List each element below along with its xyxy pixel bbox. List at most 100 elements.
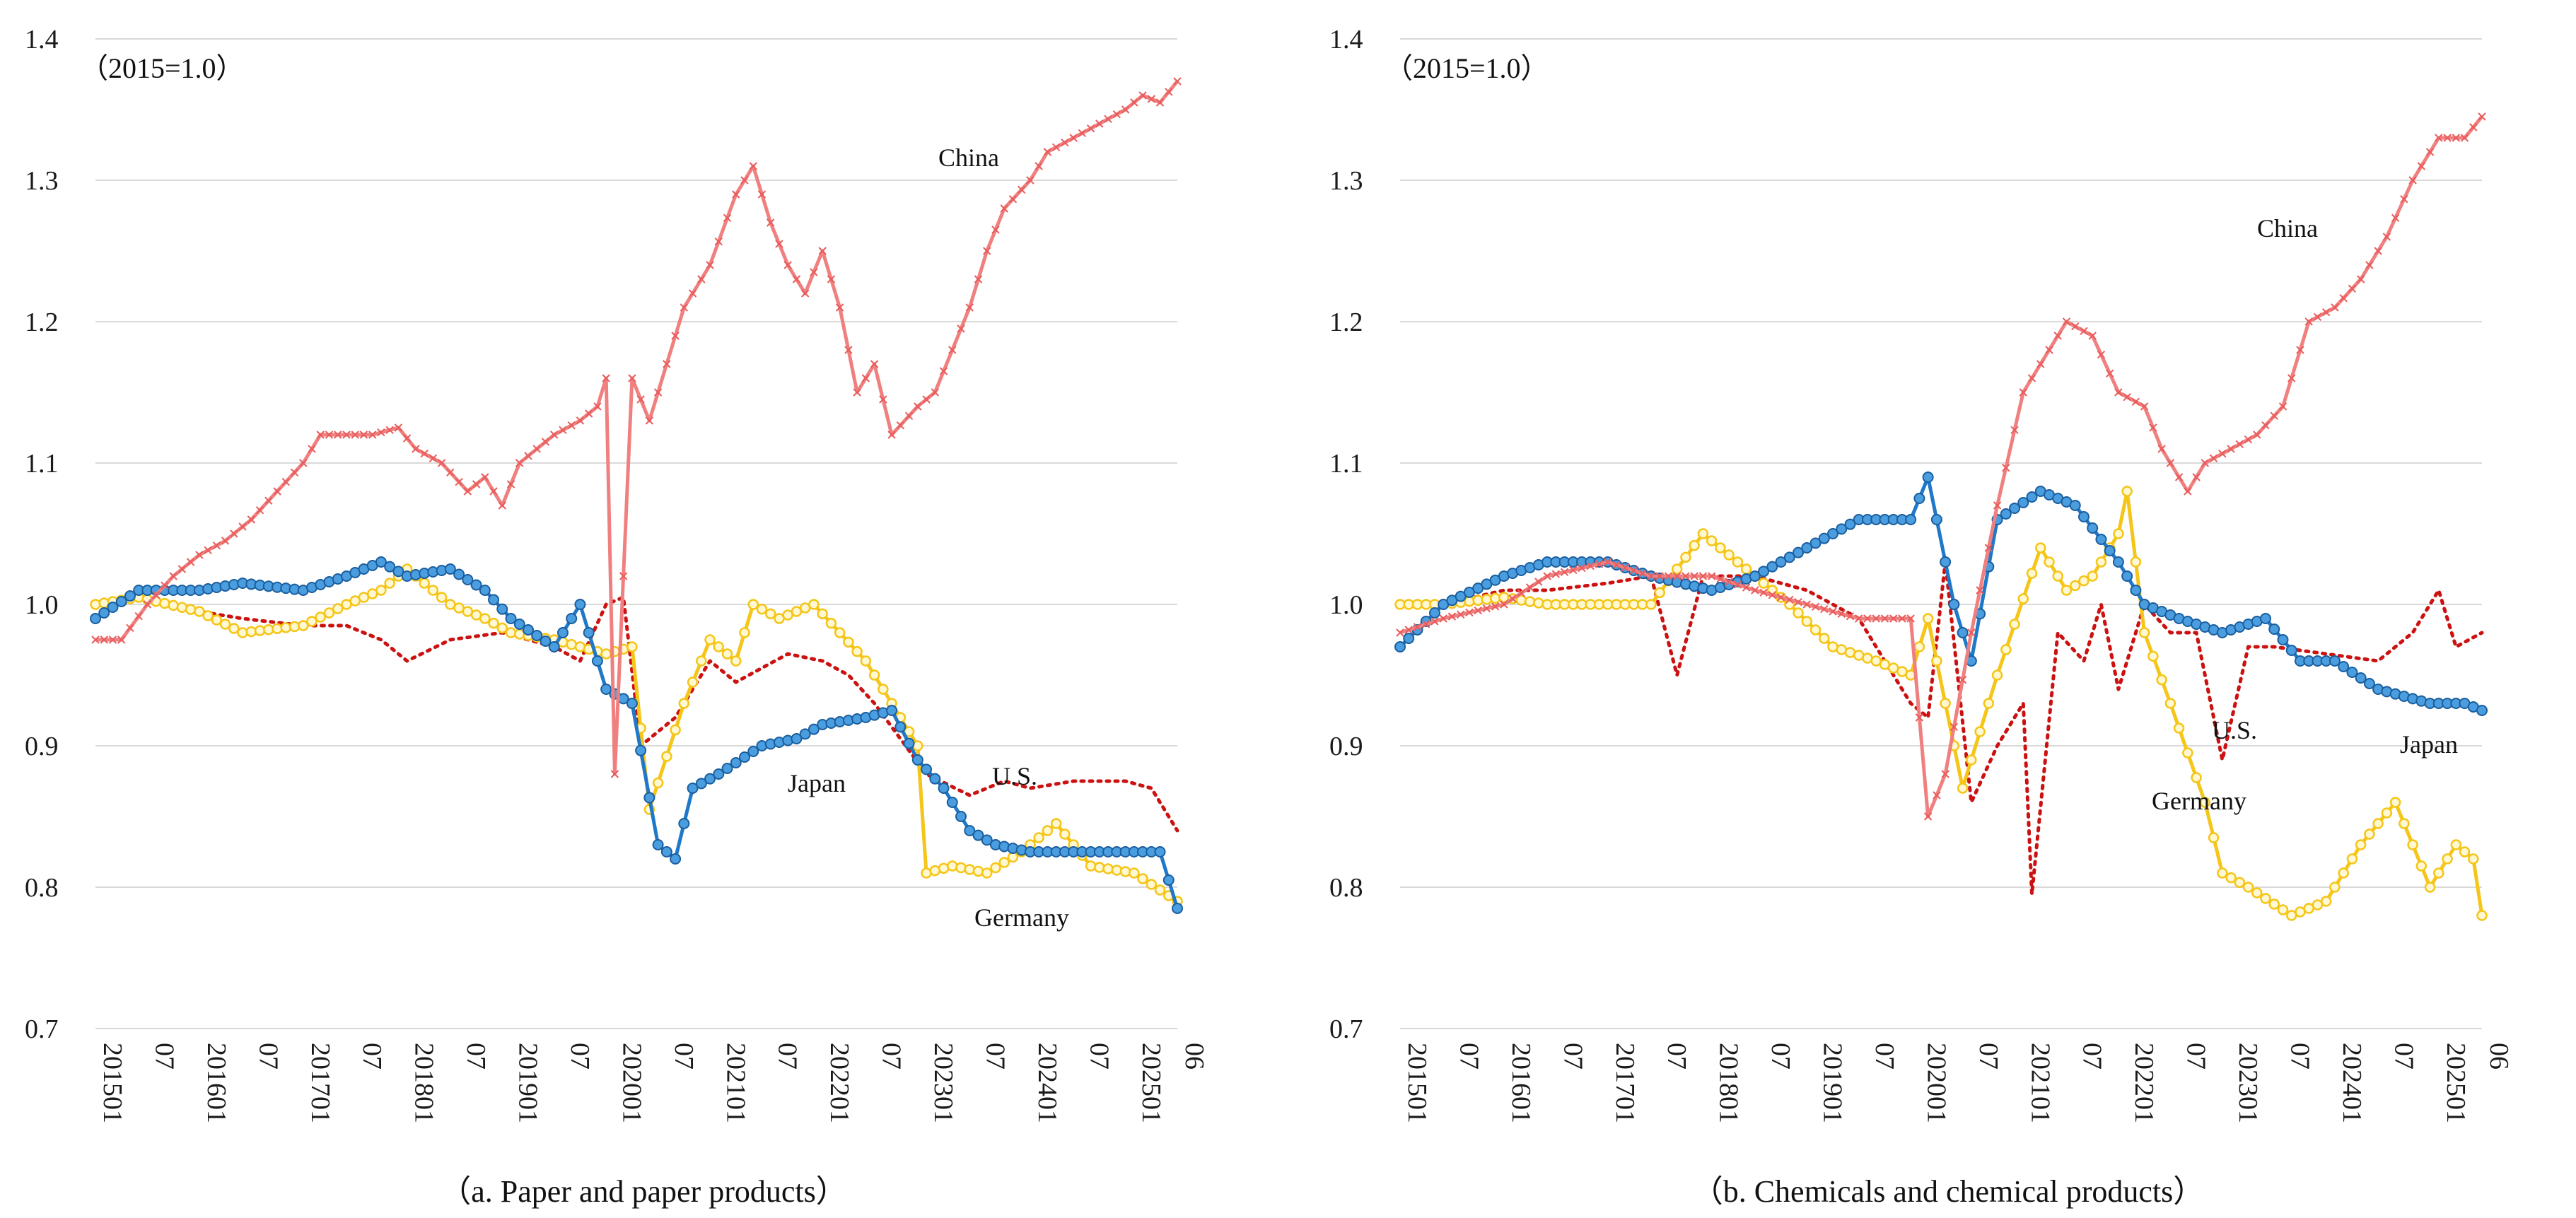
x-tick-label: 07	[1766, 1043, 1795, 1070]
data-point-japan	[799, 728, 811, 740]
data-point-china	[827, 275, 836, 283]
data-point-china	[2235, 440, 2244, 449]
data-point-china	[1147, 95, 1155, 103]
data-point-china	[922, 395, 931, 404]
data-point-china	[2174, 473, 2184, 481]
data-point-japan	[556, 627, 569, 638]
data-point-japan	[1940, 556, 1952, 568]
data-point-china	[1525, 583, 1534, 592]
data-point-china	[342, 431, 351, 439]
y-tick-label: 0.7	[1329, 1014, 1363, 1044]
unit-note: （2015=1.0）	[80, 52, 245, 84]
data-point-germany	[1533, 597, 1544, 609]
data-point-germany	[938, 862, 950, 874]
x-tick-label: 07	[2077, 1043, 2107, 1070]
data-point-china	[255, 505, 264, 515]
data-point-germany	[1723, 549, 1735, 561]
data-point-germany	[652, 777, 664, 789]
data-point-germany	[2338, 867, 2349, 879]
x-tick-label: 07	[461, 1043, 491, 1070]
data-point-china	[1846, 611, 1855, 621]
data-point-china	[2002, 463, 2010, 472]
data-point-japan	[1783, 551, 1795, 563]
data-point-germany	[2234, 877, 2246, 889]
data-point-germany	[921, 867, 932, 879]
x-tick-label: 07	[980, 1043, 1010, 1070]
data-point-china	[861, 374, 870, 382]
data-point-japan	[678, 818, 690, 829]
data-point-china	[939, 367, 948, 375]
data-point-germany	[2182, 747, 2193, 759]
data-point-china	[1035, 162, 1043, 170]
data-point-germany	[2407, 839, 2418, 850]
data-point-china	[1061, 138, 1069, 147]
data-point-china	[1855, 614, 1863, 623]
data-point-germany	[990, 862, 1001, 874]
y-tick-label: 1.2	[25, 308, 59, 337]
data-point-japan	[2104, 545, 2116, 556]
data-point-japan	[548, 641, 560, 652]
data-point-china	[2452, 134, 2460, 142]
data-point-germany	[964, 864, 975, 875]
data-point-japan	[540, 636, 552, 647]
series-label-japan: Japan	[788, 769, 846, 797]
data-point-china	[1933, 791, 1941, 800]
series-germany	[1394, 486, 2488, 921]
data-point-china	[1000, 204, 1008, 213]
data-point-germany	[2061, 585, 2073, 596]
data-point-china	[2071, 322, 2080, 331]
data-point-china	[2469, 123, 2478, 131]
x-tick-label: 07	[669, 1043, 699, 1070]
x-tick-label: 202401	[2337, 1043, 2367, 1123]
data-point-germany	[2424, 882, 2436, 893]
data-point-japan	[903, 737, 915, 749]
data-point-china	[2149, 423, 2157, 432]
data-point-germany	[2000, 644, 2012, 655]
data-point-china	[1958, 675, 1967, 684]
data-point-germany	[289, 621, 301, 633]
x-tick-label: 202201	[2129, 1043, 2159, 1123]
data-point-china	[1768, 590, 1777, 599]
data-point-japan	[2277, 634, 2289, 645]
data-point-china	[238, 522, 247, 531]
data-point-china	[653, 388, 663, 397]
data-point-japan	[1957, 627, 1969, 638]
x-tick-label: 202101	[721, 1043, 750, 1123]
data-point-china	[169, 572, 177, 580]
data-point-china	[1655, 572, 1664, 580]
data-point-china	[1950, 722, 1959, 732]
data-point-japan	[2000, 508, 2012, 520]
x-tick-label: 202201	[824, 1043, 854, 1123]
data-point-china	[1690, 572, 1698, 580]
data-point-china	[481, 473, 489, 481]
data-point-germany	[834, 627, 846, 638]
data-point-china	[584, 409, 593, 418]
data-point-china	[983, 247, 991, 255]
data-point-china	[1621, 563, 1629, 572]
data-point-germany	[2277, 904, 2289, 915]
data-point-china	[636, 395, 645, 404]
data-point-japan	[2095, 534, 2107, 545]
data-point-germany	[168, 599, 179, 611]
data-point-japan	[392, 566, 404, 578]
data-point-china	[325, 431, 334, 439]
x-tick-label: 07	[1870, 1043, 1899, 1070]
data-point-japan	[946, 797, 958, 808]
data-point-china	[732, 190, 740, 199]
data-point-japan	[505, 613, 517, 624]
data-point-japan	[704, 773, 716, 785]
data-point-china	[212, 541, 221, 550]
data-point-japan	[2355, 672, 2367, 684]
data-point-japan	[2121, 570, 2133, 582]
data-point-china	[844, 346, 853, 354]
data-point-china	[1751, 586, 1759, 595]
data-point-china	[1069, 134, 1078, 142]
data-point-germany	[600, 648, 612, 660]
data-point-china	[1569, 566, 1578, 575]
data-point-germany	[1913, 641, 1925, 652]
data-point-china	[186, 558, 195, 566]
data-point-china	[2460, 134, 2469, 142]
data-point-germany	[1732, 556, 1744, 568]
data-point-china	[437, 459, 446, 467]
data-point-china	[2019, 388, 2027, 397]
